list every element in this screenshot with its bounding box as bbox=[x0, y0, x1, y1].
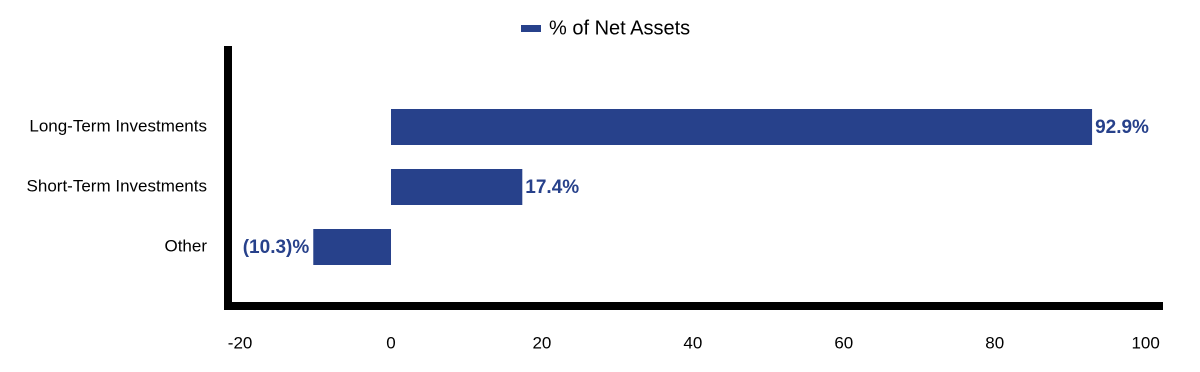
bar bbox=[391, 109, 1093, 145]
bar bbox=[313, 229, 392, 265]
value-label: 17.4% bbox=[525, 177, 579, 198]
y-tick-label: Long-Term Investments bbox=[29, 116, 207, 135]
y-tick-label: Short-Term Investments bbox=[27, 176, 207, 195]
value-label: 92.9% bbox=[1095, 117, 1149, 138]
y-tick-label: Other bbox=[164, 236, 207, 255]
x-tick-label: -20 bbox=[228, 333, 253, 352]
y-axis-line bbox=[224, 46, 232, 310]
legend-label: % of Net Assets bbox=[549, 17, 690, 39]
legend-swatch bbox=[521, 25, 541, 32]
value-label: (10.3)% bbox=[243, 237, 310, 258]
x-tick-label: 80 bbox=[985, 333, 1004, 352]
x-tick-label: 40 bbox=[683, 333, 702, 352]
x-axis-line bbox=[224, 302, 1163, 310]
x-tick-label: 20 bbox=[532, 333, 551, 352]
x-tick-label: 100 bbox=[1131, 333, 1159, 352]
x-tick-label: 60 bbox=[834, 333, 853, 352]
x-tick-label: 0 bbox=[386, 333, 395, 352]
bar bbox=[391, 169, 523, 205]
